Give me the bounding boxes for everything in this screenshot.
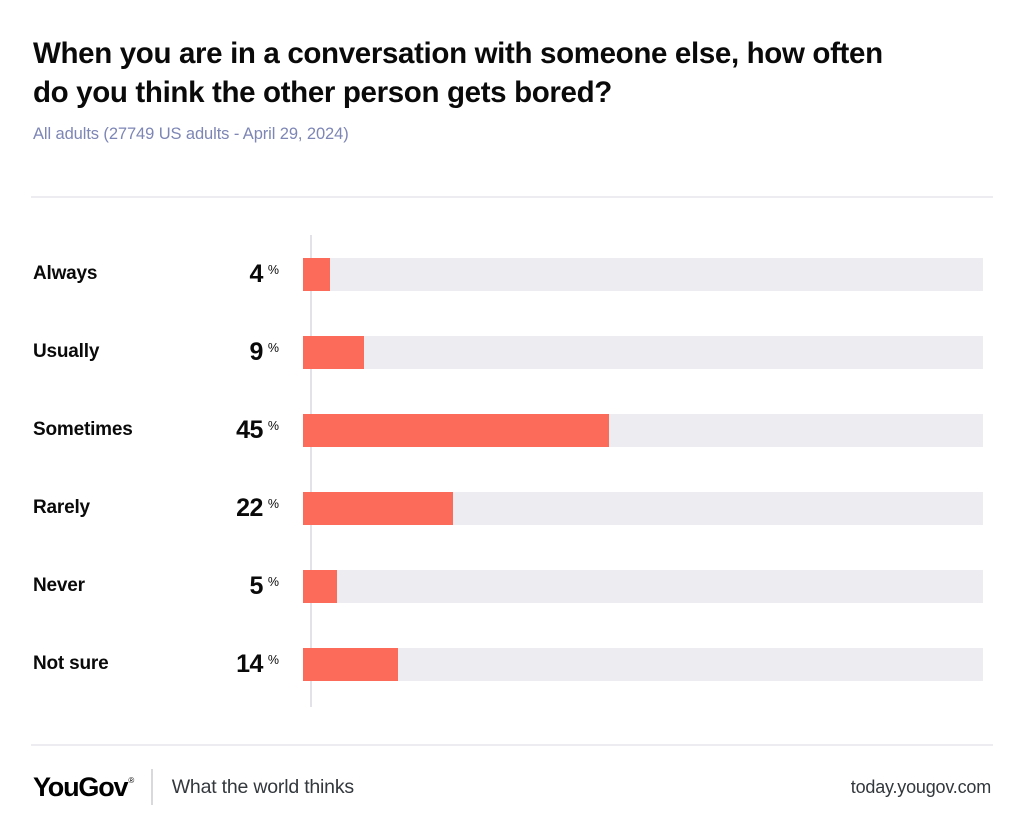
- footer-tagline: What the world thinks: [171, 775, 354, 798]
- bar-track: [303, 413, 983, 447]
- bar-value-group: 14%: [225, 649, 279, 678]
- bar-row: Sometimes 45%: [0, 391, 1024, 469]
- bar-row: Not sure 14%: [0, 625, 1024, 703]
- chart-subtitle: All adults (27749 US adults - April 29, …: [33, 125, 349, 144]
- bar-value-unit: %: [267, 340, 279, 355]
- bar-category-label: Always: [33, 263, 98, 284]
- bar-value: 22: [236, 493, 263, 522]
- footer-site-url: today.yougov.com: [850, 776, 991, 797]
- bar-row: Never 5%: [0, 547, 1024, 625]
- bar-value-group: 45%: [225, 415, 279, 444]
- bar-row-inner: Never 5%: [0, 568, 1024, 604]
- bar-value-group: 22%: [225, 493, 279, 522]
- bar-value-unit: %: [267, 652, 279, 667]
- bar-track: [303, 569, 983, 603]
- bar-value: 4: [249, 259, 263, 288]
- bar-category-label: Not sure: [33, 653, 109, 674]
- bar-row-inner: Sometimes 45%: [0, 412, 1024, 448]
- bar-chart: Always 4% Usually 9% Sometimes 45% Rarely 22% Ne…: [0, 235, 1024, 707]
- bar-row-inner: Not sure 14%: [0, 646, 1024, 682]
- bar-category-label: Sometimes: [33, 419, 133, 440]
- header-divider: [31, 196, 993, 198]
- bar-fill: [303, 569, 337, 603]
- bar-value: 5: [249, 571, 263, 600]
- registered-mark-icon: ®: [128, 775, 135, 785]
- bar-value-unit: %: [267, 262, 279, 277]
- chart-footer: YouGov® What the world thinks today.youg…: [0, 762, 1024, 812]
- chart-axis-line: [310, 235, 312, 707]
- page-title: When you are in a conversation with some…: [33, 37, 883, 110]
- bar-value-unit: %: [267, 418, 279, 433]
- bar-category-label: Usually: [33, 341, 100, 362]
- bar-track: [303, 491, 983, 525]
- bar-fill: [303, 413, 609, 447]
- bar-track: [303, 647, 983, 681]
- bar-fill: [303, 335, 365, 369]
- bar-fill: [303, 257, 331, 291]
- bar-row: Usually 9%: [0, 313, 1024, 391]
- bar-value: 14: [236, 649, 263, 678]
- footer-separator: [151, 769, 153, 805]
- bar-category-label: Rarely: [33, 497, 90, 518]
- yougov-logo: YouGov®: [33, 771, 135, 802]
- bar-value-unit: %: [267, 574, 279, 589]
- footer-divider-rule: [31, 744, 993, 746]
- bar-value-group: 4%: [225, 259, 279, 288]
- bar-rows: Always 4% Usually 9% Sometimes 45% Rarely 22% Ne…: [0, 235, 1024, 703]
- chart-header: When you are in a conversation with some…: [33, 34, 933, 145]
- bar-value: 45: [236, 415, 263, 444]
- bar-value-group: 9%: [225, 337, 279, 366]
- bar-row-inner: Usually 9%: [0, 334, 1024, 370]
- bar-value-group: 5%: [225, 571, 279, 600]
- bar-row: Always 4%: [0, 235, 1024, 313]
- bar-row: Rarely 22%: [0, 469, 1024, 547]
- bar-row-inner: Always 4%: [0, 256, 1024, 292]
- bar-track: [303, 257, 983, 291]
- bar-value: 9: [249, 337, 263, 366]
- bar-fill: [303, 647, 399, 681]
- bar-fill: [303, 491, 453, 525]
- bar-category-label: Never: [33, 575, 85, 596]
- bar-row-inner: Rarely 22%: [0, 490, 1024, 526]
- bar-value-unit: %: [267, 496, 279, 511]
- yougov-logo-text: YouGov: [33, 771, 129, 802]
- bar-track: [303, 335, 983, 369]
